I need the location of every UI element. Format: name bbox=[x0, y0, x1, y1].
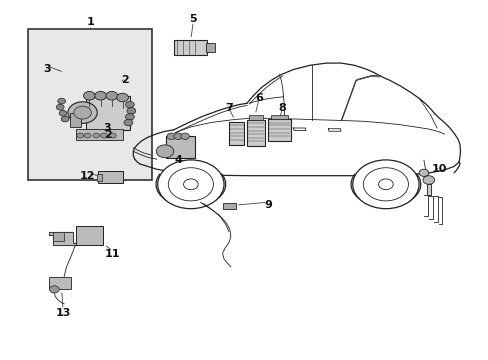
Circle shape bbox=[109, 133, 116, 138]
Bar bbox=[270, 115, 287, 119]
Circle shape bbox=[183, 179, 198, 190]
Circle shape bbox=[418, 169, 428, 176]
Bar bbox=[228, 122, 244, 145]
Circle shape bbox=[352, 160, 418, 209]
Circle shape bbox=[117, 93, 128, 102]
Text: 6: 6 bbox=[255, 93, 263, 103]
Circle shape bbox=[74, 106, 91, 119]
Bar bbox=[267, 119, 291, 140]
Circle shape bbox=[156, 145, 173, 158]
Circle shape bbox=[127, 108, 136, 114]
Circle shape bbox=[59, 111, 67, 116]
Text: 2: 2 bbox=[121, 75, 129, 85]
Bar bbox=[27, 30, 152, 180]
Circle shape bbox=[173, 133, 182, 139]
Bar bbox=[76, 226, 103, 245]
Text: 3: 3 bbox=[103, 123, 111, 133]
Circle shape bbox=[83, 91, 95, 100]
Circle shape bbox=[93, 133, 100, 138]
Bar bbox=[206, 43, 215, 52]
Bar bbox=[98, 171, 122, 183]
Text: 3: 3 bbox=[43, 64, 51, 74]
Bar bbox=[249, 115, 263, 120]
Bar bbox=[97, 174, 102, 181]
Circle shape bbox=[101, 133, 107, 138]
Bar bbox=[222, 203, 236, 210]
Polygon shape bbox=[49, 232, 76, 245]
Bar bbox=[86, 96, 130, 130]
Polygon shape bbox=[427, 184, 430, 195]
Circle shape bbox=[125, 102, 134, 108]
Circle shape bbox=[166, 133, 175, 139]
Text: 9: 9 bbox=[264, 200, 271, 210]
Circle shape bbox=[106, 91, 118, 100]
Circle shape bbox=[68, 102, 97, 123]
Circle shape bbox=[95, 91, 106, 100]
Text: 12: 12 bbox=[80, 171, 95, 181]
Text: 10: 10 bbox=[431, 164, 447, 174]
Bar bbox=[173, 40, 206, 55]
Circle shape bbox=[84, 133, 91, 138]
Bar bbox=[53, 232, 64, 241]
Circle shape bbox=[180, 133, 189, 139]
Circle shape bbox=[61, 116, 69, 122]
Text: 1: 1 bbox=[87, 17, 95, 27]
Circle shape bbox=[125, 114, 134, 120]
Circle shape bbox=[363, 168, 407, 201]
Bar bbox=[49, 277, 71, 289]
Bar bbox=[76, 129, 122, 140]
Text: 2: 2 bbox=[104, 130, 112, 140]
Circle shape bbox=[49, 286, 59, 293]
Bar bbox=[70, 113, 81, 127]
Circle shape bbox=[378, 179, 392, 190]
Bar bbox=[246, 120, 265, 146]
Text: 13: 13 bbox=[55, 308, 71, 318]
Text: 4: 4 bbox=[174, 155, 182, 165]
Circle shape bbox=[422, 176, 434, 184]
Text: 8: 8 bbox=[278, 103, 286, 113]
Text: 7: 7 bbox=[224, 103, 232, 113]
Circle shape bbox=[77, 133, 83, 138]
Circle shape bbox=[158, 160, 224, 209]
Text: 11: 11 bbox=[105, 248, 121, 258]
Circle shape bbox=[56, 104, 64, 110]
Circle shape bbox=[168, 168, 213, 201]
Bar bbox=[166, 136, 194, 158]
Circle shape bbox=[58, 98, 65, 104]
Text: 5: 5 bbox=[189, 14, 197, 24]
Circle shape bbox=[124, 120, 133, 126]
